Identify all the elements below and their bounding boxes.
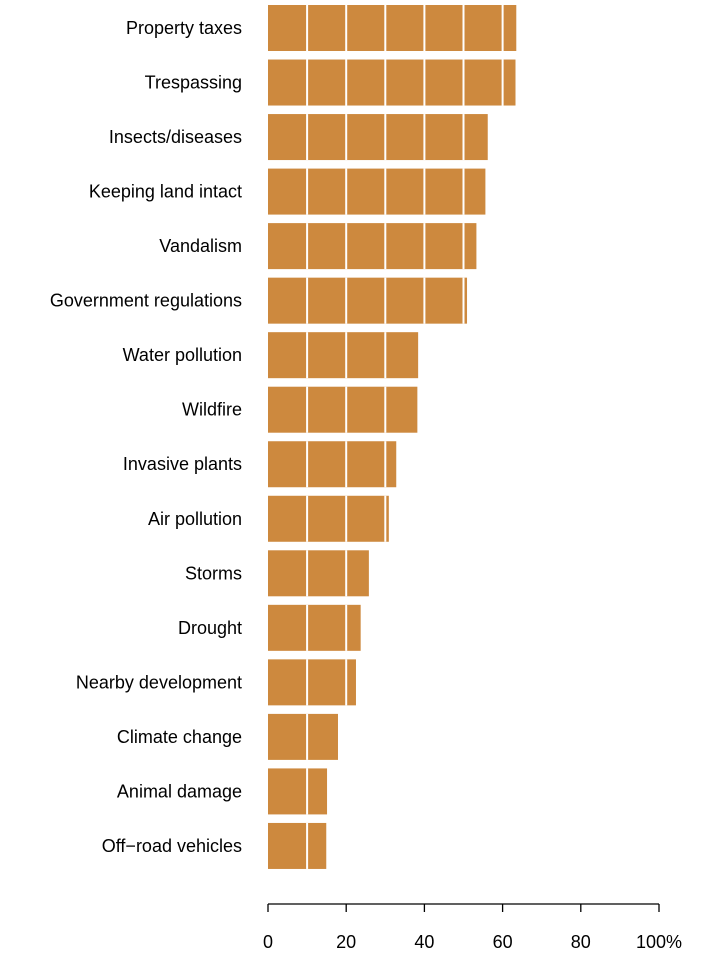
- bar-keeping-land-intact: [268, 168, 486, 215]
- bar-invasive-plants: [268, 441, 397, 488]
- bar-air-pollution: [268, 495, 389, 542]
- x-tick-label: 40: [414, 932, 434, 952]
- category-label: Animal damage: [117, 781, 242, 801]
- category-label: Government regulations: [50, 291, 242, 311]
- category-label: Storms: [185, 563, 242, 583]
- category-label: Off−road vehicles: [102, 836, 242, 856]
- bar-insects-diseases: [268, 114, 488, 161]
- x-tick-label: 60: [493, 932, 513, 952]
- category-label: Drought: [178, 618, 242, 638]
- bar-government-regulations: [268, 277, 468, 324]
- category-label: Air pollution: [148, 509, 242, 529]
- bar-vandalism: [268, 223, 477, 270]
- bar-water-pollution: [268, 332, 419, 379]
- category-label: Climate change: [117, 727, 242, 747]
- x-tick-label: 80: [571, 932, 591, 952]
- bars-layer: [268, 5, 517, 869]
- category-label: Property taxes: [126, 18, 242, 38]
- category-label: Invasive plants: [123, 454, 242, 474]
- category-label: Wildfire: [182, 400, 242, 420]
- bar-gridlines: [306, 5, 504, 869]
- bar-wildfire: [268, 386, 418, 433]
- x-tick-label: 20: [336, 932, 356, 952]
- bar-off-road-vehicles: [268, 822, 327, 869]
- category-label: Nearby development: [76, 672, 242, 692]
- bar-animal-damage: [268, 768, 328, 815]
- category-label: Trespassing: [145, 73, 242, 93]
- x-axis: 0 20 40 60 80 100%: [263, 903, 682, 952]
- category-label: Water pollution: [123, 345, 242, 365]
- bar-property-taxes: [268, 5, 517, 51]
- bar-nearby-development: [268, 659, 356, 706]
- x-tick-label: 0: [263, 932, 273, 952]
- category-labels: Property taxes Trespassing Insects/disease…: [50, 18, 242, 856]
- bar-climate-change: [268, 713, 338, 760]
- category-label: Vandalism: [159, 236, 242, 256]
- category-label: Insects/diseases: [109, 127, 242, 147]
- category-label: Keeping land intact: [89, 182, 242, 202]
- bar-trespassing: [268, 59, 516, 106]
- bar-storms: [268, 550, 369, 597]
- x-tick-label: 100%: [636, 932, 682, 952]
